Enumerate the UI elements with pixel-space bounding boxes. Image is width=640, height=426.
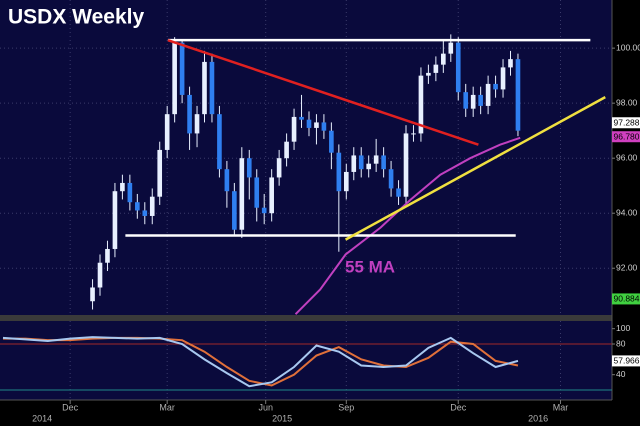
price-label: 96.780 [614,131,640,141]
candle-body [142,210,148,216]
y-tick-label: 80 [616,338,626,348]
candle-body [291,116,297,142]
candle-body [478,94,483,106]
y-tick-label: 98.00 [616,97,638,107]
oscillator-line [2,336,519,388]
moving-average [294,136,521,315]
candle-body [157,149,163,197]
candle-body [441,53,446,65]
candle-body [493,83,498,90]
candle-body [120,182,125,192]
candle-body [426,72,431,76]
x-tick-label: Dec [450,402,467,412]
price-label-box [612,131,640,143]
candle-body [217,114,222,170]
y-tick-label: 92.00 [616,262,638,272]
candle-body [485,83,491,106]
candle-body [329,130,334,153]
candle-body [239,158,245,230]
candle-body [314,122,319,128]
candle-body [396,188,401,197]
x-tick-label: Jun [258,402,273,412]
candle-body [321,122,327,131]
candle-body [500,67,506,90]
candle-body [194,114,200,134]
x-tick-label: Mar [159,402,175,412]
candle-body [358,155,364,170]
candle-body [388,169,394,189]
candle-body [284,141,289,159]
price-label-box [612,355,640,367]
candle-body [276,158,282,178]
candle-body [463,92,469,109]
y-tick-label: 100.00 [616,42,640,52]
price-label-box [612,293,640,305]
x-tick-label: Dec [62,402,79,412]
candle-body [224,169,230,192]
candle-body [232,191,237,230]
candle-body [202,61,207,115]
candle-body [112,191,118,249]
price-label: 57.966 [614,356,640,366]
candle-body [254,177,260,208]
oscillator-pane [0,321,612,400]
x-tick-label: Sep [338,402,354,412]
ma-annotation: 55 MA [345,257,395,276]
candle-body [418,75,424,134]
trend-line [344,96,606,241]
candle-body [97,262,103,288]
candle-body [381,155,386,170]
candle-body [351,155,357,172]
right-axis [612,0,640,400]
candle-body [187,94,192,134]
price-label: 97.288 [614,118,640,128]
price-label: 90.884 [614,294,640,304]
candle-body [164,114,170,150]
candle-body [90,287,95,302]
candle-body [343,171,349,192]
y-tick-label: 94.00 [616,207,638,217]
candle-body [411,133,416,135]
candle-body [149,196,155,216]
candle-body [470,94,476,109]
y-tick-label: 96.00 [616,152,638,162]
trend-line [167,38,479,146]
candle-body [515,59,521,131]
candle-body [172,42,177,115]
candle-body [366,163,372,170]
candle-body [448,42,454,54]
year-label: 2016 [528,413,548,423]
candle-body [403,133,409,197]
pane-separator [0,315,640,321]
price-label-box [612,117,640,129]
x-axis [0,400,640,426]
candle-body [455,42,461,93]
y-tick-label: 40 [616,369,626,379]
candle-body [246,158,252,178]
x-tick-label: Mar [553,402,569,412]
candle-body [209,61,215,115]
candle-body [508,59,513,68]
candle-body [269,177,274,214]
candle-body [135,202,140,211]
chart-title: USDX Weekly [8,6,144,29]
year-label: 2015 [272,413,292,423]
candle-body [433,64,439,73]
candle-body [127,182,133,203]
candle-body [179,42,185,95]
oscillator-line [2,336,519,387]
candle-body [105,248,110,263]
year-label: 2014 [32,413,52,423]
candle-body [306,119,312,128]
candle-body [373,155,379,164]
candle-body [336,152,342,192]
candle-body [261,207,267,214]
candle-body [299,116,304,120]
y-tick-label: 100 [616,323,630,333]
